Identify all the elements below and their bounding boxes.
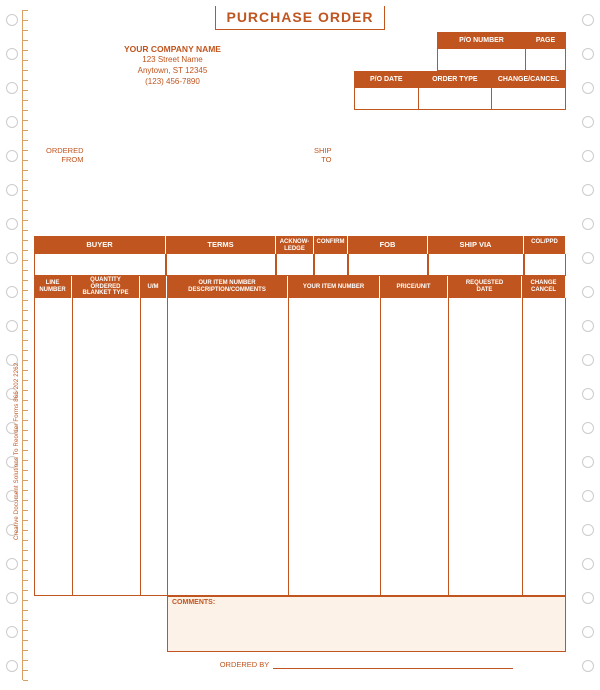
sprocket-hole xyxy=(582,252,594,264)
po-number-value xyxy=(438,49,526,71)
page-value xyxy=(526,49,566,71)
header-cell: COL/PPD xyxy=(524,236,566,254)
sprocket-hole xyxy=(582,14,594,26)
sprocket-hole xyxy=(6,558,18,570)
sprocket-hole xyxy=(582,218,594,230)
sprocket-hole xyxy=(582,456,594,468)
po-date-header: P/O DATE xyxy=(355,72,419,88)
sprocket-hole xyxy=(582,490,594,502)
po-number-header: P/O NUMBER xyxy=(438,33,526,49)
sprocket-hole xyxy=(6,48,18,60)
company-street: 123 Street Name xyxy=(124,55,221,66)
grid-column xyxy=(522,298,566,596)
header-value-cell xyxy=(314,254,348,276)
header-bar: BUYERTERMSACKNOW-LEDGECONFIRMFOBSHIP VIA… xyxy=(34,236,566,254)
header-cell: FOB xyxy=(348,236,428,254)
reorder-side-text: Creative Document Solutions To Reorder F… xyxy=(14,363,20,540)
sprocket-hole xyxy=(582,286,594,298)
header-cell: SHIP VIA xyxy=(428,236,524,254)
grid-column xyxy=(288,298,380,596)
header-cell: BUYER xyxy=(34,236,166,254)
sprocket-hole xyxy=(582,48,594,60)
columns-bar: LINENUMBERQUANTITYORDEREDBLANKET TYPEU/M… xyxy=(34,276,566,298)
sprocket-hole xyxy=(6,116,18,128)
column-header: U/M xyxy=(140,276,167,298)
column-header: OUR ITEM NUMBERDESCRIPTION/COMMENTS xyxy=(167,276,288,298)
header-value-cell xyxy=(348,254,428,276)
column-header: QUANTITYORDEREDBLANKET TYPE xyxy=(72,276,140,298)
sprocket-hole xyxy=(6,660,18,672)
comments-label: COMMENTS: xyxy=(168,597,565,608)
page-header: PAGE xyxy=(526,33,566,49)
company-city: Anytown, ST 12345 xyxy=(124,66,221,77)
line-items-grid xyxy=(34,298,566,596)
comments-box: COMMENTS: xyxy=(167,596,566,652)
sprocket-hole xyxy=(582,524,594,536)
ruler-left xyxy=(22,10,30,680)
po-date-value xyxy=(355,88,419,110)
company-block: YOUR COMPANY NAME 123 Street Name Anytow… xyxy=(124,44,221,88)
header-cell: CONFIRM xyxy=(314,236,348,254)
grid-column xyxy=(167,298,288,596)
sprocket-hole xyxy=(582,626,594,638)
sprocket-hole xyxy=(582,388,594,400)
company-phone: (123) 456-7890 xyxy=(124,77,221,88)
ordered-by-line: ORDERED BY xyxy=(167,660,566,669)
po-meta-box: P/O NUMBER PAGE P/O DATE ORDER TYPE CHAN… xyxy=(354,32,566,110)
header-value-cell xyxy=(524,254,566,276)
sprocket-hole xyxy=(6,592,18,604)
change-cancel-header: CHANGE/CANCEL xyxy=(492,72,566,88)
sprocket-hole xyxy=(6,14,18,26)
header-cell: TERMS xyxy=(166,236,276,254)
sprocket-hole xyxy=(582,558,594,570)
column-header: CHANGECANCEL xyxy=(522,276,566,298)
sprocket-hole xyxy=(6,320,18,332)
header-value-cell xyxy=(34,254,166,276)
header-value-cell xyxy=(428,254,524,276)
sprocket-hole xyxy=(6,626,18,638)
sprocket-hole xyxy=(6,218,18,230)
sprocket-hole xyxy=(6,150,18,162)
ship-to-label: SHIP TO xyxy=(314,146,332,165)
sprocket-hole xyxy=(6,184,18,196)
sprocket-hole xyxy=(582,116,594,128)
grid-column xyxy=(34,298,72,596)
sprocket-hole xyxy=(582,150,594,162)
grid-column xyxy=(448,298,522,596)
header-empty-row xyxy=(34,254,566,276)
sprocket-hole xyxy=(6,286,18,298)
company-name: YOUR COMPANY NAME xyxy=(124,44,221,55)
purchase-order-form: PURCHASE ORDER YOUR COMPANY NAME 123 Str… xyxy=(34,6,566,684)
sprocket-holes-left xyxy=(0,0,24,690)
grid-column xyxy=(72,298,140,596)
column-header: LINENUMBER xyxy=(34,276,72,298)
sprocket-hole xyxy=(582,82,594,94)
ordered-from-label: ORDERED FROM xyxy=(46,146,84,165)
order-type-value xyxy=(418,88,492,110)
sprocket-hole xyxy=(582,592,594,604)
order-type-header: ORDER TYPE xyxy=(418,72,492,88)
grid-column xyxy=(140,298,167,596)
sprocket-hole xyxy=(6,252,18,264)
change-cancel-value xyxy=(492,88,566,110)
grid-column xyxy=(380,298,448,596)
column-header: YOUR ITEM NUMBER xyxy=(288,276,380,298)
signature-line xyxy=(273,668,513,669)
header-cell: ACKNOW-LEDGE xyxy=(276,236,314,254)
header-value-cell xyxy=(276,254,314,276)
sprocket-hole xyxy=(582,184,594,196)
column-header: REQUESTEDDATE xyxy=(448,276,522,298)
sprocket-hole xyxy=(582,320,594,332)
sprocket-holes-right xyxy=(576,0,600,690)
form-title: PURCHASE ORDER xyxy=(215,6,385,30)
column-header: PRICE/UNIT xyxy=(380,276,448,298)
sprocket-hole xyxy=(582,422,594,434)
header-value-cell xyxy=(166,254,276,276)
sprocket-hole xyxy=(6,82,18,94)
sprocket-hole xyxy=(582,660,594,672)
sprocket-hole xyxy=(582,354,594,366)
